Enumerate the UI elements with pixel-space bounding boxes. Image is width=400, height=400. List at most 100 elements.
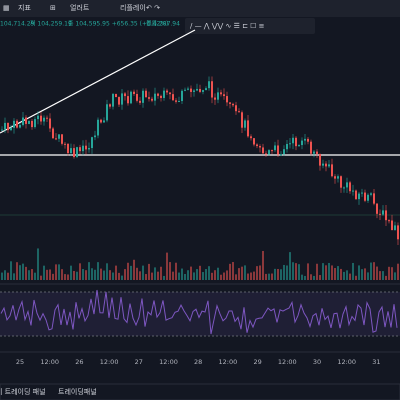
candle-body [94,135,96,138]
candle-body [391,220,393,231]
candle-body [388,220,390,222]
volume-bar [178,272,180,280]
volume-bar [373,262,375,280]
candle-body [97,119,99,136]
candle-body [58,134,60,139]
candle-body [283,149,285,155]
candle-body [310,141,312,154]
volume-bar [103,270,105,280]
toolbar-indicators[interactable]: 지표 [18,3,31,12]
candle-body [121,93,123,105]
rsi-band [0,292,400,336]
volume-bar [337,266,339,280]
volume-bar [241,266,243,280]
volume-bar [328,262,330,280]
volume-bar [238,268,240,280]
candle-body [250,136,252,139]
volume-bar [67,274,69,280]
volume-bar [34,272,36,280]
volume-bar [250,272,252,280]
candle-body [223,94,225,97]
volume-bar [292,262,294,280]
volume-bar [370,262,372,280]
candle-body [10,127,12,131]
candle-body [343,187,345,189]
candle-body [220,92,222,95]
volume-bar [160,266,162,280]
candle-body [70,148,72,154]
undo-redo[interactable]: ↶ ↷ [146,4,160,12]
volume-bar [4,270,6,280]
volume-bar [127,262,129,280]
candle-body [214,97,216,100]
drawing-tools[interactable]: / — ⋀ ⋁⋁ ∿ ☰ ⊏ ☐ ≡ [190,22,265,30]
volume-bar [235,274,237,280]
volume-bar [148,263,150,280]
candle-body [397,225,399,240]
candle-body [73,148,75,158]
volume-bar [142,265,144,280]
candle-body [226,96,228,103]
volume-bar [307,263,309,280]
trend-line [0,29,196,134]
volume-bar [10,261,12,280]
candle-body [7,122,9,131]
time-label: 30 [313,358,321,366]
candle-body [346,182,348,188]
volume-bar [259,265,261,280]
candle-body [175,100,177,102]
volume-bar [124,269,126,280]
top-toolbar [0,0,400,17]
candle-body [376,203,378,214]
candle-body [169,92,171,95]
bottom-tab-1[interactable]: 이 트레이딩 패널 [0,387,46,396]
candle-body [172,94,174,101]
volume-bar [40,275,42,280]
candle-body [46,117,48,119]
candle-body [85,145,87,150]
volume-bar [223,272,225,280]
candle-body [16,120,18,128]
volume-bar [346,270,348,280]
volume-bar [49,269,51,280]
candle-body [88,148,90,150]
volume-bar [100,268,102,280]
candle-body [208,81,210,89]
candle-body [124,93,126,97]
candle-body [112,93,114,107]
toolbar-alert[interactable]: 얼러트 [70,3,90,12]
candle-body [19,124,21,128]
volume-bar [256,266,258,280]
candle-body [370,193,372,195]
volume-bar [154,267,156,280]
candle-body [364,192,366,201]
candle-body [55,138,57,140]
candle-body [115,93,117,98]
volume-bar [310,274,312,280]
candle-body [307,138,309,142]
volume-bar [325,265,327,280]
volume-bar [298,264,300,280]
time-label: 12:00 [159,358,178,366]
candle-body [118,97,120,105]
volume-bar [361,269,363,280]
candle-body [379,213,381,215]
volume-bar [253,271,255,280]
volume-bar [166,252,168,280]
candle-body [274,145,276,151]
template-icon: ⊞ [50,4,56,12]
volume-bar [22,263,24,280]
toolbar-replay[interactable]: 리플레이 [120,3,146,12]
candle-body [202,90,204,92]
legend-low: 저 104,259.19 [30,20,72,28]
candle-body [280,154,282,156]
bottom-tab-2[interactable]: 트레이딩패널 [58,387,97,396]
volume-bar [82,269,84,280]
candle-body [304,138,306,141]
volume-bar [202,272,204,280]
candle-body [271,150,273,152]
candle-body [145,90,147,98]
candle-body [385,210,387,221]
volume-bar [16,262,18,280]
